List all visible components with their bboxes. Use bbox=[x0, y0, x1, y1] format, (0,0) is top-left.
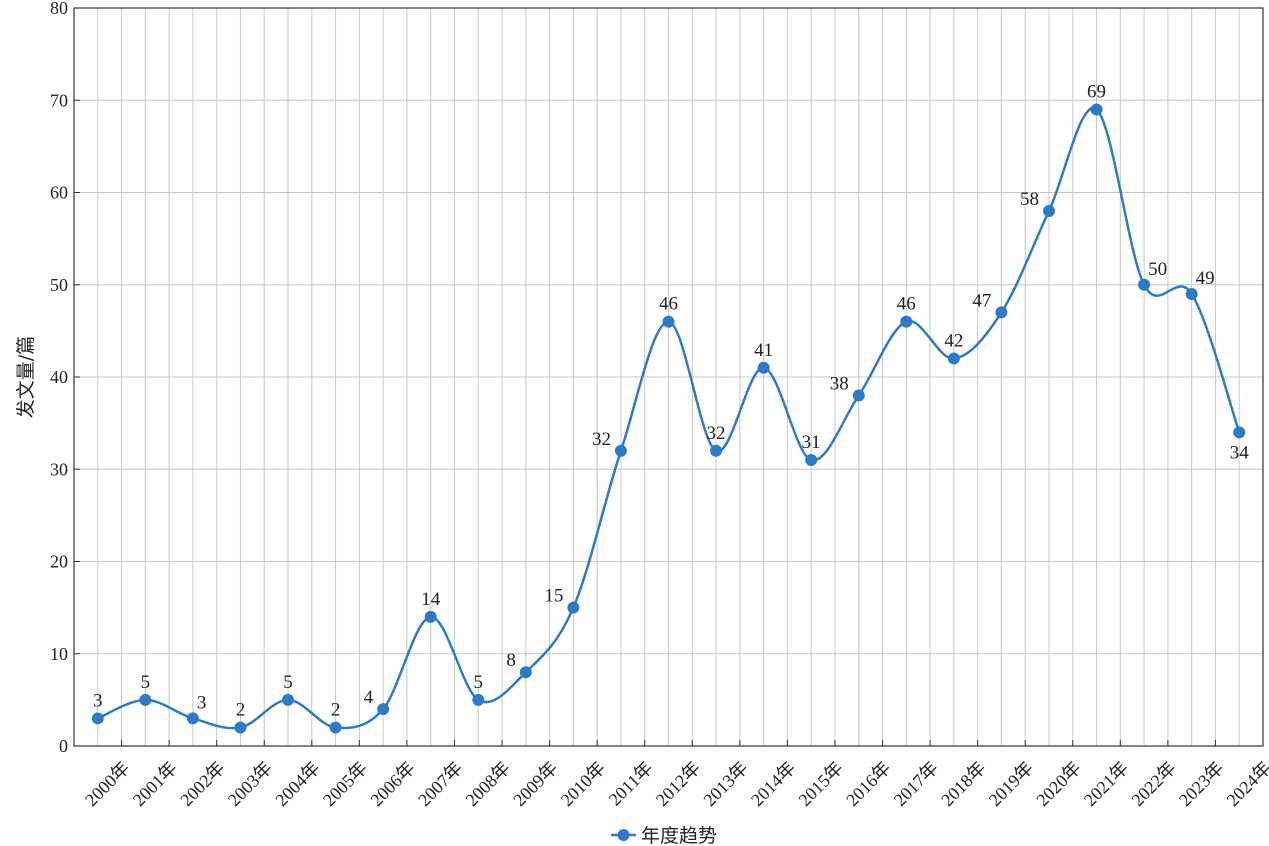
data-value-label: 32 bbox=[707, 423, 726, 444]
data-value-label: 50 bbox=[1148, 259, 1167, 280]
data-point-marker bbox=[519, 666, 532, 679]
data-point-marker bbox=[91, 712, 104, 725]
x-axis-ticks: 2000年2001年2002年2003年2004年2005年2006年2007年… bbox=[81, 740, 1269, 810]
data-value-label: 34 bbox=[1230, 442, 1250, 463]
data-value-label: 42 bbox=[944, 331, 963, 352]
x-tick-label: 2024年 bbox=[1223, 758, 1269, 810]
data-value-label: 5 bbox=[141, 672, 151, 693]
data-point-marker bbox=[1138, 278, 1151, 291]
data-value-label: 46 bbox=[897, 294, 916, 315]
x-tick-label: 2009年 bbox=[509, 758, 561, 810]
x-tick-label: 2006年 bbox=[366, 758, 418, 810]
y-tick-label: 40 bbox=[50, 367, 68, 387]
x-tick-label: 2001年 bbox=[129, 758, 181, 810]
x-tick-label: 2011年 bbox=[605, 758, 657, 810]
data-point-marker bbox=[139, 693, 152, 706]
data-point-marker bbox=[1090, 103, 1103, 116]
x-tick-label: 2013年 bbox=[699, 758, 751, 810]
data-point-marker bbox=[234, 721, 247, 734]
data-value-label: 14 bbox=[421, 589, 441, 610]
data-point-marker bbox=[377, 703, 390, 716]
data-point-marker bbox=[614, 444, 627, 457]
data-point-marker bbox=[1042, 204, 1055, 217]
data-value-label: 38 bbox=[830, 373, 849, 394]
data-point-marker bbox=[995, 306, 1008, 319]
data-point-marker bbox=[805, 454, 818, 467]
x-tick-label: 2012年 bbox=[652, 758, 704, 810]
data-value-label: 58 bbox=[1020, 189, 1039, 210]
data-value-label: 4 bbox=[364, 687, 374, 708]
x-tick-label: 2014年 bbox=[747, 758, 799, 810]
data-value-label: 15 bbox=[544, 586, 563, 607]
y-axis-title: 发文量/篇 bbox=[15, 336, 37, 418]
data-point-marker bbox=[662, 315, 675, 328]
x-tick-label: 2010年 bbox=[557, 758, 609, 810]
data-point-marker bbox=[472, 693, 485, 706]
y-tick-label: 20 bbox=[50, 552, 68, 572]
data-point-marker bbox=[567, 601, 580, 614]
legend: 年度趋势 bbox=[611, 825, 717, 846]
x-tick-label: 2018年 bbox=[937, 758, 989, 810]
y-tick-label: 60 bbox=[50, 183, 68, 203]
x-tick-label: 2008年 bbox=[462, 758, 514, 810]
data-value-label: 5 bbox=[474, 672, 484, 693]
data-value-label: 69 bbox=[1087, 81, 1106, 102]
x-tick-label: 2020年 bbox=[1032, 758, 1084, 810]
legend-marker-swatch bbox=[617, 829, 630, 841]
y-tick-label: 0 bbox=[59, 736, 68, 756]
x-tick-label: 2021年 bbox=[1080, 758, 1132, 810]
x-tick-label: 2023年 bbox=[1175, 758, 1227, 810]
x-tick-label: 2005年 bbox=[319, 758, 371, 810]
y-axis-ticks: 0 10 20 30 40 50 60 70 80 bbox=[50, 0, 80, 756]
x-tick-label: 2003年 bbox=[224, 758, 276, 810]
data-point-marker bbox=[282, 693, 295, 706]
x-tick-label: 2016年 bbox=[842, 758, 894, 810]
legend-series-label: 年度趋势 bbox=[641, 825, 717, 846]
data-value-label: 8 bbox=[506, 650, 516, 671]
x-tick-label: 2004年 bbox=[271, 758, 323, 810]
y-tick-label: 50 bbox=[50, 275, 68, 295]
data-value-label: 2 bbox=[331, 700, 341, 721]
data-value-label: 3 bbox=[197, 692, 207, 713]
x-tick-label: 2017年 bbox=[890, 758, 942, 810]
data-markers bbox=[91, 103, 1246, 734]
y-tick-label: 80 bbox=[50, 0, 68, 18]
data-value-label: 31 bbox=[802, 432, 821, 453]
data-point-marker bbox=[852, 389, 865, 402]
data-point-marker bbox=[424, 610, 437, 623]
data-value-label: 3 bbox=[93, 690, 103, 711]
grid-lines bbox=[74, 8, 1263, 746]
x-tick-label: 2007年 bbox=[414, 758, 466, 810]
data-value-label: 5 bbox=[283, 672, 293, 693]
data-point-marker bbox=[329, 721, 342, 734]
data-point-marker bbox=[947, 352, 960, 365]
x-tick-label: 2002年 bbox=[176, 758, 228, 810]
x-tick-label: 2019年 bbox=[985, 758, 1037, 810]
data-point-marker bbox=[757, 361, 770, 374]
data-value-label: 32 bbox=[592, 429, 611, 450]
y-tick-label: 70 bbox=[50, 90, 68, 110]
data-point-marker bbox=[900, 315, 913, 328]
data-value-label: 41 bbox=[754, 340, 773, 361]
x-tick-label: 2022年 bbox=[1127, 758, 1179, 810]
data-value-label: 47 bbox=[972, 290, 991, 311]
data-point-marker bbox=[186, 712, 199, 725]
y-tick-label: 30 bbox=[50, 459, 68, 479]
data-point-marker bbox=[710, 444, 723, 457]
data-value-label: 49 bbox=[1196, 268, 1215, 289]
data-value-label: 46 bbox=[659, 294, 678, 315]
data-value-label: 2 bbox=[236, 700, 246, 721]
x-tick-label: 2015年 bbox=[795, 758, 847, 810]
y-tick-label: 10 bbox=[50, 644, 68, 664]
data-point-marker bbox=[1185, 287, 1198, 300]
data-point-marker bbox=[1233, 426, 1246, 439]
x-tick-label: 2000年 bbox=[81, 758, 133, 810]
